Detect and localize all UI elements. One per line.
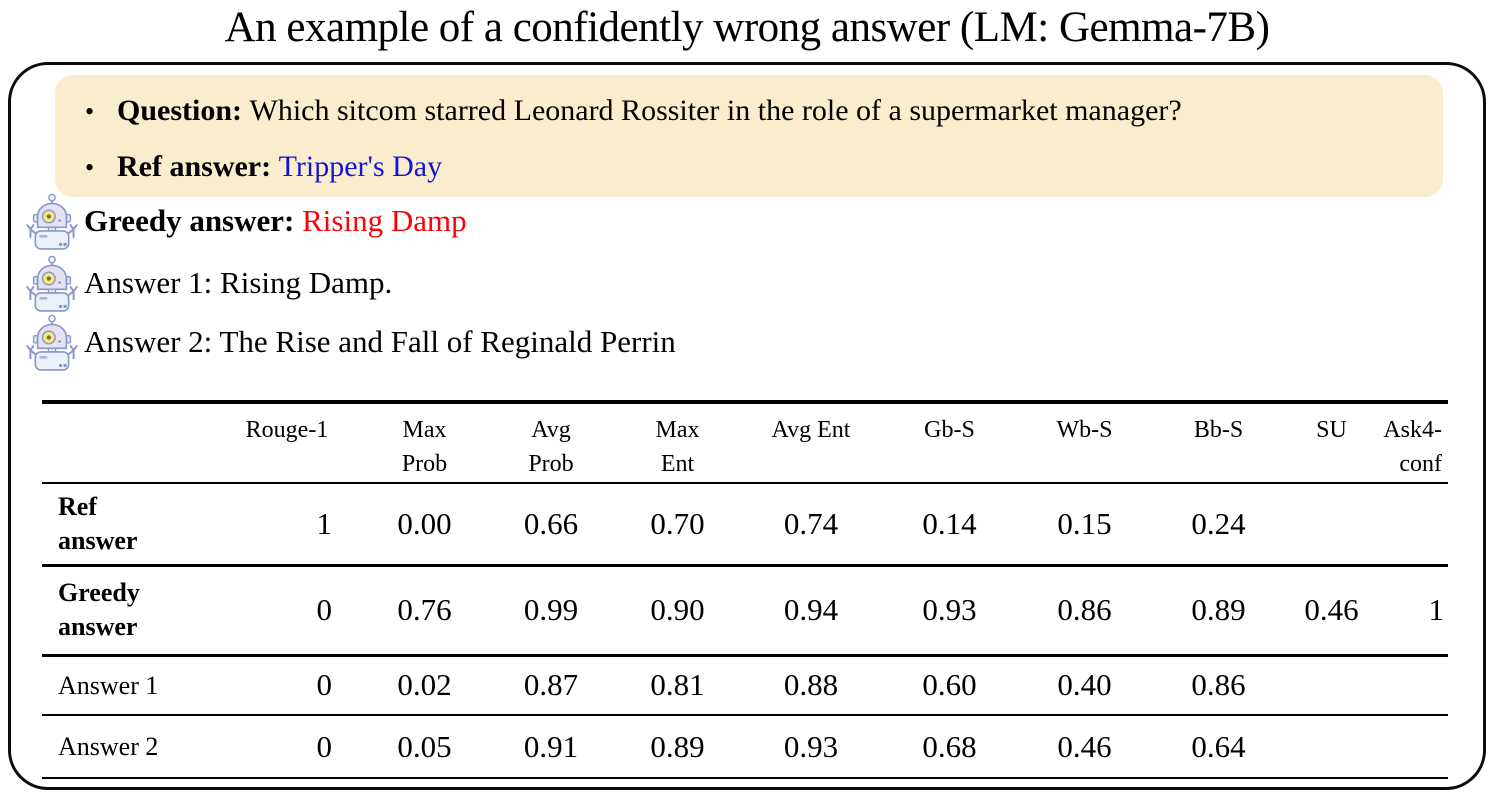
ref-answer-value: Tripper's Day: [278, 150, 443, 183]
header-cell-wb-s: Wb-S: [1056, 417, 1113, 443]
row-label: Ref answer: [58, 492, 138, 555]
value-cell: 0.74: [783, 505, 839, 541]
value-cell: 0.90: [650, 592, 705, 628]
greedy-answer-value: Rising Damp: [302, 203, 467, 238]
value-cell: [1285, 483, 1378, 565]
value-cell: 0.02: [397, 667, 452, 703]
header-cell-su: SU: [1316, 417, 1347, 443]
value-cell: 0.86: [1191, 667, 1246, 703]
answer-1-text: Answer 1: Rising Damp.: [84, 265, 392, 301]
robot-icon: [26, 193, 78, 250]
header-cell-rouge1: Rouge-1: [245, 417, 329, 443]
value-cell: 0.14: [922, 505, 977, 541]
value-cell: 0.15: [1057, 505, 1112, 541]
table-header-row: Rouge-1 Max Prob Avg Prob Max Ent Avg En…: [42, 402, 1448, 484]
table-row-answer-2: Answer 2 0 0.05 0.91 0.89 0.93 0.68 0.46…: [42, 715, 1448, 779]
value-cell: 0.05: [397, 728, 452, 764]
question-value: Which sitcom starred Leonard Rossiter in…: [249, 94, 1182, 127]
ref-answer-line: • Ref answer: Tripper's Day: [85, 144, 1425, 190]
value-cell: 0.24: [1191, 505, 1246, 541]
greedy-answer-label: Greedy answer: [84, 203, 285, 238]
value-cell: 0: [316, 667, 333, 703]
answer-1-separator: :: [203, 265, 221, 300]
value-cell: 0.46: [1057, 728, 1112, 764]
value-cell: 0.86: [1057, 592, 1112, 628]
question-line: • Question: Which sitcom starred Leonard…: [85, 88, 1425, 134]
row-label: Answer 2: [58, 731, 159, 761]
bullet-glyph: •: [85, 153, 95, 182]
value-cell: 0.00: [397, 505, 452, 541]
header-cell: [42, 402, 212, 483]
value-cell: 0.70: [650, 505, 705, 541]
table-row-greedy-answer: Greedy answer 0 0.76 0.99 0.90 0.94 0.93…: [42, 565, 1448, 656]
value-cell: 0: [316, 728, 333, 764]
value-cell: 0.40: [1057, 667, 1112, 703]
value-cell: 0.91: [523, 728, 579, 764]
table-row-answer-1: Answer 1 0 0.02 0.87 0.81 0.88 0.60 0.40…: [42, 655, 1448, 716]
ref-answer-text: Ref answer: Tripper's Day: [117, 144, 442, 189]
question-text: Question: Which sitcom starred Leonard R…: [117, 88, 1182, 133]
value-cell: 0.93: [783, 728, 839, 764]
value-cell: [1285, 655, 1378, 715]
value-cell: 0.64: [1191, 728, 1246, 764]
value-cell: [1378, 655, 1448, 715]
value-cell: 1: [316, 505, 333, 541]
value-cell: 0.46: [1304, 592, 1359, 628]
answer-2-separator: :: [203, 324, 220, 359]
ref-answer-separator: :: [261, 150, 279, 183]
greedy-answer-text: Greedy answer: Rising Damp: [84, 203, 467, 239]
answer-1-label: Answer 1: [84, 265, 204, 300]
answer-2-line: Answer 2: The Rise and Fall of Reginald …: [25, 312, 676, 372]
row-label: Answer 1: [58, 670, 159, 700]
bullet-glyph: •: [85, 97, 95, 126]
table-row-ref-answer: Ref answer 1 0.00 0.66 0.70 0.74 0.14 0.…: [42, 483, 1448, 566]
question-highlight-box: • Question: Which sitcom starred Leonard…: [55, 75, 1443, 197]
value-cell: 0.94: [783, 592, 839, 628]
answer-1-line: Answer 1: Rising Damp.: [25, 253, 392, 313]
metrics-table: Rouge-1 Max Prob Avg Prob Max Ent Avg En…: [42, 400, 1448, 779]
header-cell-avg-ent: Avg Ent: [771, 417, 851, 443]
value-cell: [1378, 715, 1448, 778]
value-cell: 0.68: [922, 728, 977, 764]
answer-1-value: Rising Damp.: [220, 265, 393, 300]
value-cell: 0.89: [1191, 592, 1246, 628]
content-panel: • Question: Which sitcom starred Leonard…: [8, 62, 1486, 790]
value-cell: 1: [1428, 592, 1445, 628]
greedy-answer-line: Greedy answer: Rising Damp: [25, 191, 467, 251]
header-cell-ask4-conf: Ask4- conf: [1383, 417, 1442, 477]
value-cell: 0: [316, 592, 333, 628]
value-cell: [1378, 483, 1448, 565]
value-cell: [1285, 715, 1378, 778]
answer-2-value: The Rise and Fall of Reginald Perrin: [219, 324, 676, 359]
robot-icon: [26, 314, 78, 371]
figure-title: An example of a confidently wrong answer…: [224, 4, 1270, 51]
value-cell: 0.89: [650, 728, 705, 764]
value-cell: 0.93: [922, 592, 977, 628]
greedy-answer-separator: :: [284, 203, 303, 238]
value-cell: 0.81: [650, 667, 705, 703]
header-cell-max-prob: Max Prob: [401, 417, 448, 477]
header-cell-max-ent: Max Ent: [655, 417, 700, 477]
value-cell: 0.99: [523, 592, 579, 628]
answer-2-text: Answer 2: The Rise and Fall of Reginald …: [84, 324, 676, 360]
value-cell: 0.87: [523, 667, 579, 703]
ref-answer-label: Ref answer: [117, 150, 262, 183]
value-cell: 0.60: [922, 667, 977, 703]
value-cell: 0.66: [523, 505, 579, 541]
header-cell-avg-prob: Avg Prob: [528, 417, 574, 477]
question-label: Question: [117, 94, 233, 127]
header-cell-bb-s: Bb-S: [1193, 417, 1244, 443]
row-label: Greedy answer: [58, 578, 140, 642]
header-cell-gb-s: Gb-S: [924, 417, 975, 443]
value-cell: 0.88: [783, 667, 839, 703]
question-separator: :: [232, 94, 250, 127]
answer-2-label: Answer 2: [84, 324, 204, 359]
robot-icon: [26, 255, 78, 312]
value-cell: 0.76: [397, 592, 452, 628]
